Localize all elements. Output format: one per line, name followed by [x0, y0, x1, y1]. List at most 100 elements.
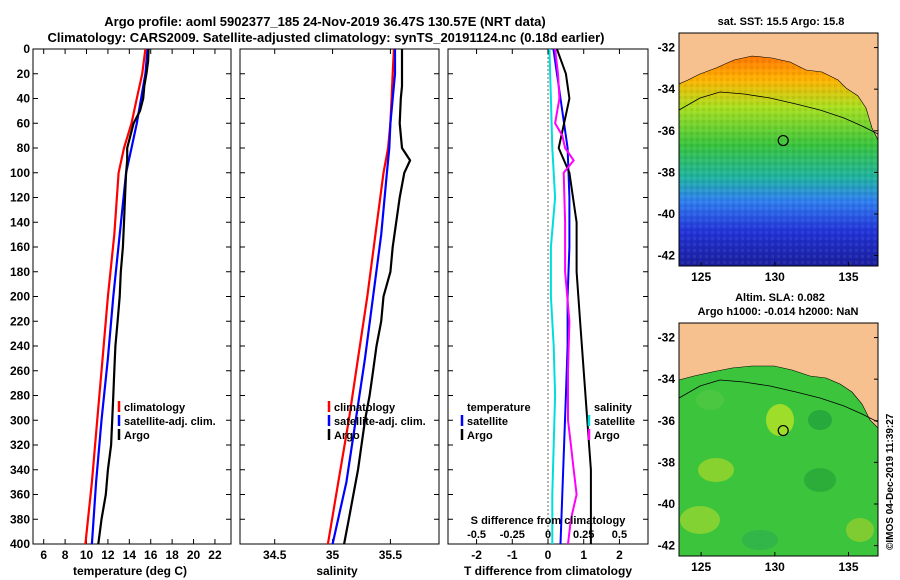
x-tick-label: 1 — [580, 548, 587, 562]
x-tick-label: 20 — [187, 548, 201, 562]
depth-tick-label: 380 — [10, 512, 30, 526]
depth-tick-label: 20 — [17, 67, 31, 81]
x-tick-label: 8 — [62, 548, 69, 562]
series-s-satellite — [548, 48, 557, 544]
map-y-tick-label: -38 — [658, 165, 676, 179]
depth-tick-label: 120 — [10, 191, 30, 205]
depth-tick-label: 0 — [23, 42, 30, 56]
depth-tick-label: 280 — [10, 389, 30, 403]
x-tick-label: 2 — [616, 548, 623, 562]
map-x-tick-label: 135 — [839, 270, 859, 284]
difference-legend-t: temperature satellite Argo — [460, 402, 531, 442]
x-tick-label: 22 — [208, 548, 222, 562]
temperature-plot: 0 20 40 60 80 100 120 140 160 180 200 220 240 260 280 3… — [10, 42, 232, 578]
map-x-tick-label: 130 — [765, 560, 785, 574]
x-tick-label: 6 — [40, 548, 47, 562]
legend-climatology: climatology — [334, 402, 396, 414]
sla-map-title: Altim. SLA: 0.082 — [735, 292, 825, 304]
legend-s-argo: Argo — [594, 430, 620, 442]
salinity-xlabel: salinity — [316, 564, 358, 578]
x-tick-label: 0 — [545, 548, 552, 562]
map-y-tick-label: -42 — [658, 539, 676, 553]
series-s-argo — [554, 48, 578, 545]
depth-tick-label: 300 — [10, 413, 30, 427]
x-tick-label: 35.5 — [379, 548, 403, 562]
difference-xlabel-s: S difference from climatology — [471, 515, 627, 527]
s-axis-tick-label: 0.25 — [573, 529, 594, 541]
s-axis-tick-label: 0.5 — [612, 529, 627, 541]
series-climatology — [84, 48, 147, 545]
depth-tick-label: 140 — [10, 215, 30, 229]
series-climatology — [326, 48, 395, 545]
x-tick-label: 10 — [80, 548, 94, 562]
map-y-tick-label: -38 — [658, 455, 676, 469]
x-tick-label: 14 — [123, 548, 137, 562]
x-tick-label: -2 — [471, 548, 482, 562]
watermark: ©IMOS 04-Dec-2019 11:39:27 — [885, 413, 896, 550]
map-y-tick-label: -40 — [658, 207, 676, 221]
depth-tick-label: 100 — [10, 166, 30, 180]
series-t-argo — [555, 48, 592, 544]
map-x-tick-label: 130 — [765, 270, 785, 284]
legend-s-title: salinity — [594, 402, 633, 414]
map-y-tick-label: -36 — [658, 414, 676, 428]
map-y-tick-label: -32 — [658, 41, 676, 55]
legend-satellite: satellite-adj. clim. — [124, 416, 216, 428]
depth-tick-label: 60 — [17, 116, 31, 130]
depth-tick-label: 40 — [17, 92, 31, 106]
legend-t-title: temperature — [467, 402, 531, 414]
depth-tick-label: 320 — [10, 438, 30, 452]
sst-map-title: sat. SST: 15.5 Argo: 15.8 — [718, 16, 845, 28]
depth-tick-label: 260 — [10, 364, 30, 378]
depth-tick-label: 220 — [10, 314, 30, 328]
sst-map: sat. SST: 15.5 Argo: 15.8 125 130 135 -32 -3… — [658, 16, 879, 284]
map-y-tick-label: -36 — [658, 124, 676, 138]
difference-xlabel-t: T difference from climatology — [464, 564, 632, 578]
sla-contour — [678, 379, 879, 423]
map-y-tick-label: -42 — [658, 249, 676, 263]
x-tick-label: 35 — [326, 548, 340, 562]
map-x-tick-label: 125 — [691, 560, 711, 574]
depth-tick-label: 200 — [10, 290, 30, 304]
sst-contour — [678, 91, 879, 135]
s-axis-tick-label: -0.25 — [500, 529, 525, 541]
temperature-xlabel: temperature (deg C) — [73, 564, 187, 578]
sla-blobs — [680, 390, 874, 550]
depth-tick-label: 400 — [10, 537, 30, 551]
series-satellite-adj-clim — [90, 48, 149, 545]
sst-float-marker — [777, 134, 789, 147]
sst-land — [678, 32, 879, 141]
legend-t-satellite: satellite — [467, 416, 508, 428]
sla-map: Altim. SLA: 0.082 Argo h1000: -0.014 h20… — [658, 292, 879, 574]
difference-plot: -2 -1 0 1 2-0.5 -0.25 0 0.25 0.5 temperature sat… — [447, 48, 649, 578]
map-y-tick-label: -34 — [658, 82, 676, 96]
legend-t-argo: Argo — [467, 430, 493, 442]
salinity-legend: climatology satellite-adj. clim. Argo — [327, 401, 426, 442]
series-argo — [343, 49, 412, 545]
legend-argo: Argo — [334, 430, 360, 442]
sla-land — [678, 322, 879, 429]
legend-s-satellite: satellite — [594, 416, 635, 428]
legend-climatology: climatology — [124, 402, 186, 414]
map-x-tick-label: 135 — [839, 560, 859, 574]
series-argo — [97, 48, 150, 545]
map-x-tick-label: 125 — [691, 270, 711, 284]
series-satellite-adj-clim — [331, 49, 397, 545]
salinity-axes — [239, 48, 440, 545]
map-y-tick-label: -40 — [658, 497, 676, 511]
sla-float-marker — [777, 424, 789, 437]
legend-satellite: satellite-adj. clim. — [334, 416, 426, 428]
sst-frame — [678, 32, 879, 267]
difference-legend-s: salinity satellite Argo — [587, 402, 635, 442]
salinity-plot: 34.5 35 35.5 climatology satellite-adj. cl… — [239, 48, 440, 578]
legend-argo: Argo — [124, 430, 150, 442]
map-y-tick-label: -32 — [658, 331, 676, 345]
x-tick-label: 16 — [144, 548, 158, 562]
temperature-legend: climatology satellite-adj. clim. Argo — [117, 401, 216, 442]
sla-map-subtitle: Argo h1000: -0.014 h2000: NaN — [698, 306, 859, 318]
map-y-tick-label: -34 — [658, 372, 676, 386]
x-tick-label: 18 — [165, 548, 179, 562]
header-line-2: Climatology: CARS2009. Satellite-adjuste… — [47, 30, 604, 45]
depth-tick-label: 360 — [10, 488, 30, 502]
